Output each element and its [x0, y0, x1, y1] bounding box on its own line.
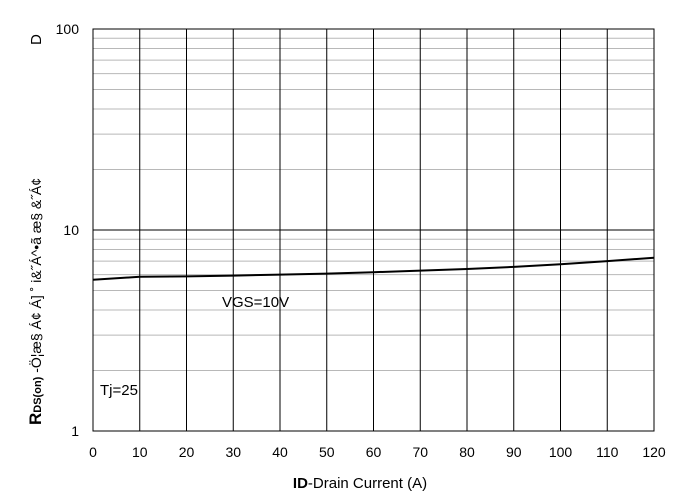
x-tick-label: 110: [596, 444, 619, 460]
x-axis-title: ID-Drain Current (A): [293, 475, 427, 492]
y-axis-title-bold: R: [26, 413, 45, 425]
x-tick-label: 30: [225, 444, 241, 460]
series-layer: [92, 256, 655, 281]
x-axis-title-bold: ID: [293, 475, 308, 492]
x-tick-label: 120: [642, 444, 666, 460]
x-tick-label: 0: [89, 444, 97, 460]
series-label-vgs: VGS=10V: [222, 294, 289, 311]
y-axis-title-end: D: [28, 34, 45, 45]
x-tick-label: 40: [272, 444, 288, 460]
series-line: [92, 256, 655, 281]
x-tick-label: 100: [549, 444, 573, 460]
x-tick-labels: 0 10 20 30 40 50 60 70 80 90 100 110 120: [89, 444, 666, 460]
y-axis-title-sub: DS(on): [32, 376, 44, 412]
x-tick-label: 90: [506, 444, 522, 460]
y-tick-labels: 1 10 100: [56, 21, 80, 439]
x-axis-title-rest: -Drain Current (A): [308, 475, 427, 492]
x-tick-label: 20: [179, 444, 195, 460]
x-tick-label: 70: [412, 444, 428, 460]
x-tick-label: 10: [132, 444, 148, 460]
x-tick-label: 50: [319, 444, 335, 460]
y-tick-label: 100: [56, 21, 80, 37]
y-tick-label: 10: [63, 222, 79, 238]
y-axis-title: RDS(on) -Ö¦æ§ Á¢ Á] ˚ i&˝Á^•ã æ§ &˝Á¢ D: [26, 34, 45, 425]
condition-label-tj: Tj=25: [100, 382, 138, 399]
x-tick-label: 80: [459, 444, 475, 460]
y-tick-label: 1: [71, 423, 79, 439]
y-axis-title-rest: -Ö¦æ§ Á¢ Á] ˚ i&˝Á^•ã æ§ &˝Á¢: [27, 178, 44, 377]
plot-frame: [92, 28, 655, 432]
svg-text:RDS(on) -Ö¦æ§ Á¢ Á] ˚ i&˝Á^•ã: RDS(on) -Ö¦æ§ Á¢ Á] ˚ i&˝Á^•ã æ§ &˝Á¢: [26, 178, 45, 425]
x-tick-label: 60: [366, 444, 382, 460]
